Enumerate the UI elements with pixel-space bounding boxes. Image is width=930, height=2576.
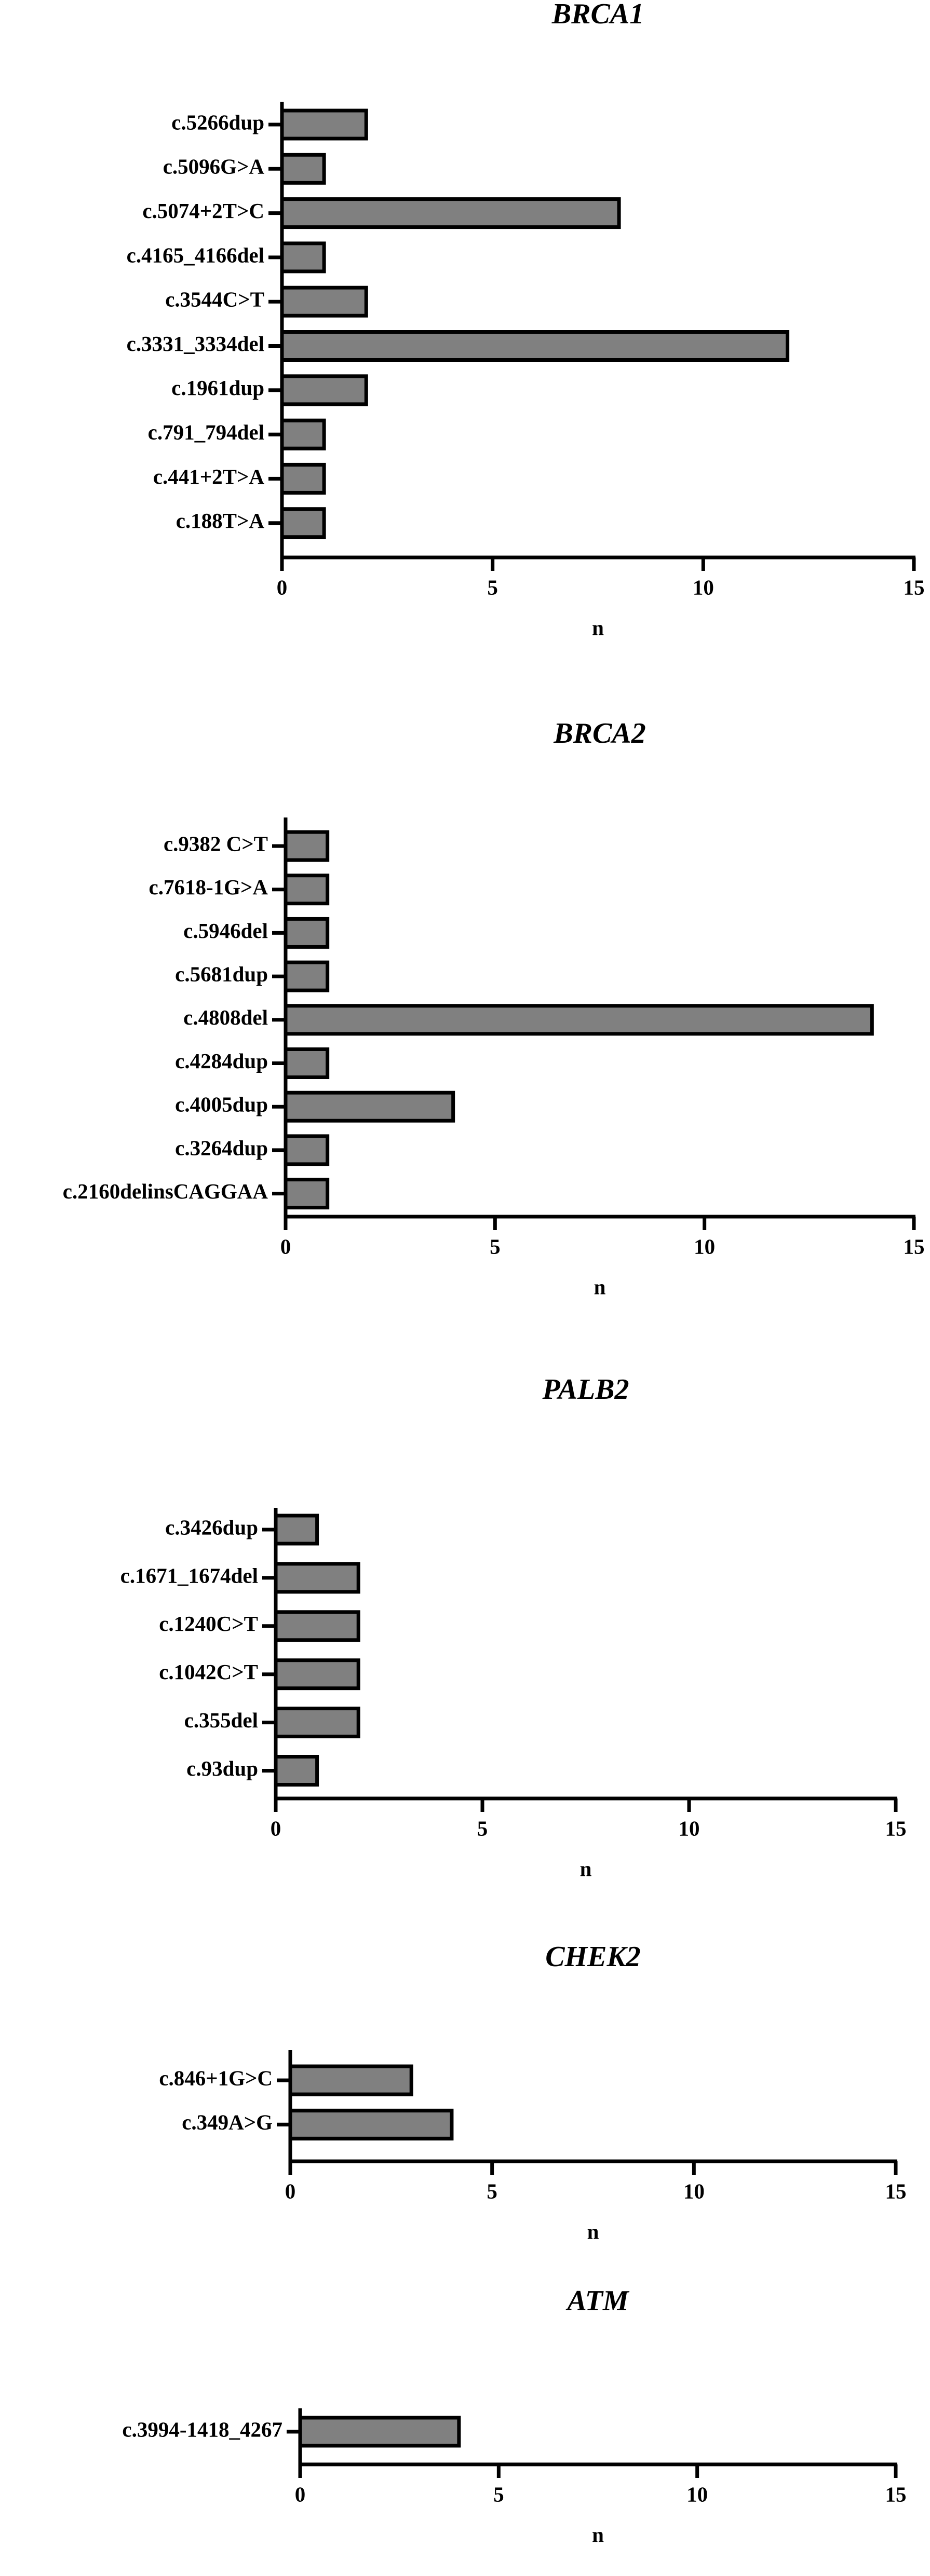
- x-tick-label: 15: [885, 1816, 907, 1840]
- x-tick-label: 0: [271, 1816, 281, 1840]
- chart-title: PALB2: [542, 1373, 629, 1406]
- x-axis-label: n: [592, 616, 604, 639]
- bar: [280, 507, 326, 539]
- y-tick-label: c.846+1G>C: [159, 2066, 273, 2090]
- bar: [274, 1755, 319, 1787]
- bar: [274, 1707, 360, 1739]
- y-tick-label: c.4808del: [183, 1005, 268, 1029]
- y-tick-label: c.349A>G: [182, 2110, 273, 2134]
- y-tick-label: c.3331_3334del: [127, 332, 264, 356]
- x-tick-label: 5: [490, 1234, 501, 1258]
- x-tick-label: 15: [885, 2482, 907, 2506]
- y-tick-label: c.9382 C>T: [164, 832, 268, 855]
- bar: [280, 241, 326, 274]
- bar: [284, 1178, 330, 1210]
- x-tick-label: 15: [885, 2179, 907, 2203]
- chart-title: ATM: [565, 2285, 629, 2317]
- y-tick-label: c.4284dup: [175, 1049, 268, 1073]
- x-tick-label: 10: [686, 2482, 708, 2506]
- x-axis-label: n: [580, 1857, 592, 1880]
- y-tick-label: c.1240C>T: [159, 1612, 258, 1635]
- chart-title: BRCA2: [553, 717, 645, 749]
- bar: [280, 153, 326, 185]
- y-tick-label: c.3264dup: [175, 1136, 268, 1160]
- bar: [284, 1134, 330, 1166]
- bar: [284, 917, 330, 949]
- y-tick-label: c.1961dup: [171, 376, 264, 400]
- x-axis-label: n: [594, 1275, 606, 1299]
- bar: [280, 108, 368, 141]
- x-tick-label: 5: [477, 1816, 488, 1840]
- bar: [284, 960, 330, 992]
- bar: [298, 2416, 461, 2448]
- bar: [288, 2064, 413, 2096]
- x-tick-label: 0: [295, 2482, 306, 2506]
- x-tick-label: 15: [904, 1234, 925, 1258]
- y-tick-label: c.93dup: [186, 1756, 258, 1780]
- chart-title: BRCA1: [551, 0, 644, 30]
- bar: [284, 874, 330, 906]
- bar: [274, 1658, 360, 1691]
- bar: [280, 197, 621, 229]
- bar: [288, 2108, 454, 2141]
- y-tick-label: c.2160delinsCAGGAA: [63, 1179, 268, 1203]
- y-tick-label: c.5681dup: [175, 962, 268, 986]
- chart-title: CHEK2: [545, 1941, 641, 1973]
- y-tick-label: c.3544C>T: [165, 288, 264, 311]
- bar: [280, 418, 326, 451]
- x-axis-label: n: [587, 2219, 599, 2243]
- x-axis-label: n: [592, 2523, 604, 2546]
- x-tick-label: 15: [904, 575, 925, 599]
- y-tick-label: c.5074+2T>C: [142, 199, 264, 223]
- bar: [274, 1562, 360, 1594]
- bar: [274, 1514, 319, 1546]
- y-tick-label: c.4005dup: [175, 1093, 268, 1116]
- bar: [284, 1004, 874, 1036]
- bar: [274, 1610, 360, 1642]
- y-tick-label: c.3994-1418_4267: [122, 2417, 282, 2441]
- y-tick-label: c.791_794del: [148, 420, 264, 444]
- x-tick-label: 0: [277, 575, 288, 599]
- x-tick-label: 5: [487, 575, 498, 599]
- x-tick-label: 5: [493, 2482, 504, 2506]
- bar: [284, 830, 330, 862]
- y-tick-label: c.355del: [184, 1708, 258, 1732]
- x-tick-label: 10: [693, 575, 714, 599]
- y-tick-label: c.5946del: [183, 919, 268, 943]
- bar: [280, 285, 368, 318]
- y-tick-label: c.7618-1G>A: [149, 875, 268, 899]
- x-tick-label: 10: [679, 1816, 700, 1840]
- y-tick-label: c.3426dup: [165, 1515, 258, 1539]
- y-tick-label: c.5096G>A: [163, 155, 265, 179]
- x-tick-label: 10: [683, 2179, 705, 2203]
- bar: [284, 1047, 330, 1079]
- x-tick-label: 0: [280, 1234, 291, 1258]
- y-tick-label: c.1042C>T: [159, 1660, 258, 1684]
- bar: [284, 1091, 455, 1123]
- x-tick-label: 10: [694, 1234, 715, 1258]
- bar: [280, 330, 790, 362]
- y-tick-label: c.188T>A: [176, 509, 265, 533]
- x-tick-label: 5: [487, 2179, 497, 2203]
- y-tick-label: c.441+2T>A: [153, 465, 265, 488]
- y-tick-label: c.4165_4166del: [127, 243, 264, 267]
- bar: [280, 374, 368, 406]
- y-tick-label: c.1671_1674del: [120, 1563, 258, 1587]
- x-tick-label: 0: [285, 2179, 296, 2203]
- bar: [280, 462, 326, 495]
- y-tick-label: c.5266dup: [171, 110, 264, 134]
